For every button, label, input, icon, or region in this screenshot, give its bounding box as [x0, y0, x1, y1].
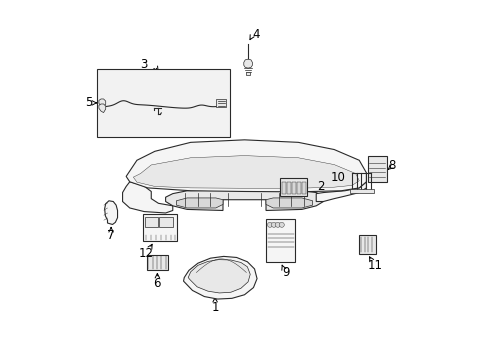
Text: 2: 2 — [316, 180, 324, 193]
FancyBboxPatch shape — [159, 217, 172, 227]
Polygon shape — [316, 182, 366, 202]
Text: 6: 6 — [153, 277, 161, 290]
Polygon shape — [183, 256, 257, 299]
Text: 11: 11 — [367, 259, 382, 272]
Text: 3: 3 — [140, 58, 147, 71]
FancyBboxPatch shape — [97, 69, 230, 137]
FancyBboxPatch shape — [215, 99, 225, 107]
FancyBboxPatch shape — [279, 178, 306, 196]
FancyBboxPatch shape — [147, 255, 167, 270]
Polygon shape — [122, 182, 172, 213]
Text: 7: 7 — [107, 229, 115, 242]
Polygon shape — [176, 198, 223, 208]
Text: 5: 5 — [84, 96, 92, 109]
Text: 4: 4 — [252, 28, 260, 41]
Polygon shape — [244, 59, 252, 68]
Circle shape — [267, 222, 272, 227]
FancyBboxPatch shape — [292, 182, 295, 194]
Text: 12: 12 — [138, 247, 153, 260]
FancyBboxPatch shape — [143, 214, 177, 241]
Polygon shape — [165, 190, 323, 211]
Polygon shape — [104, 201, 117, 225]
Text: 8: 8 — [387, 159, 394, 172]
FancyBboxPatch shape — [282, 182, 285, 194]
Polygon shape — [188, 260, 250, 293]
Polygon shape — [349, 189, 373, 193]
Circle shape — [275, 222, 280, 227]
Polygon shape — [99, 99, 105, 108]
FancyBboxPatch shape — [245, 72, 250, 75]
FancyBboxPatch shape — [265, 220, 295, 262]
Polygon shape — [99, 104, 105, 113]
FancyBboxPatch shape — [359, 235, 375, 253]
Polygon shape — [265, 198, 312, 208]
FancyBboxPatch shape — [144, 217, 158, 227]
FancyBboxPatch shape — [286, 182, 290, 194]
Text: 1: 1 — [211, 301, 219, 314]
Text: 10: 10 — [330, 171, 345, 184]
Circle shape — [279, 222, 284, 227]
FancyBboxPatch shape — [302, 182, 305, 194]
Polygon shape — [126, 140, 366, 192]
Circle shape — [271, 222, 276, 227]
Polygon shape — [133, 156, 359, 188]
FancyBboxPatch shape — [367, 156, 386, 182]
FancyBboxPatch shape — [297, 182, 300, 194]
Text: 9: 9 — [282, 266, 289, 279]
